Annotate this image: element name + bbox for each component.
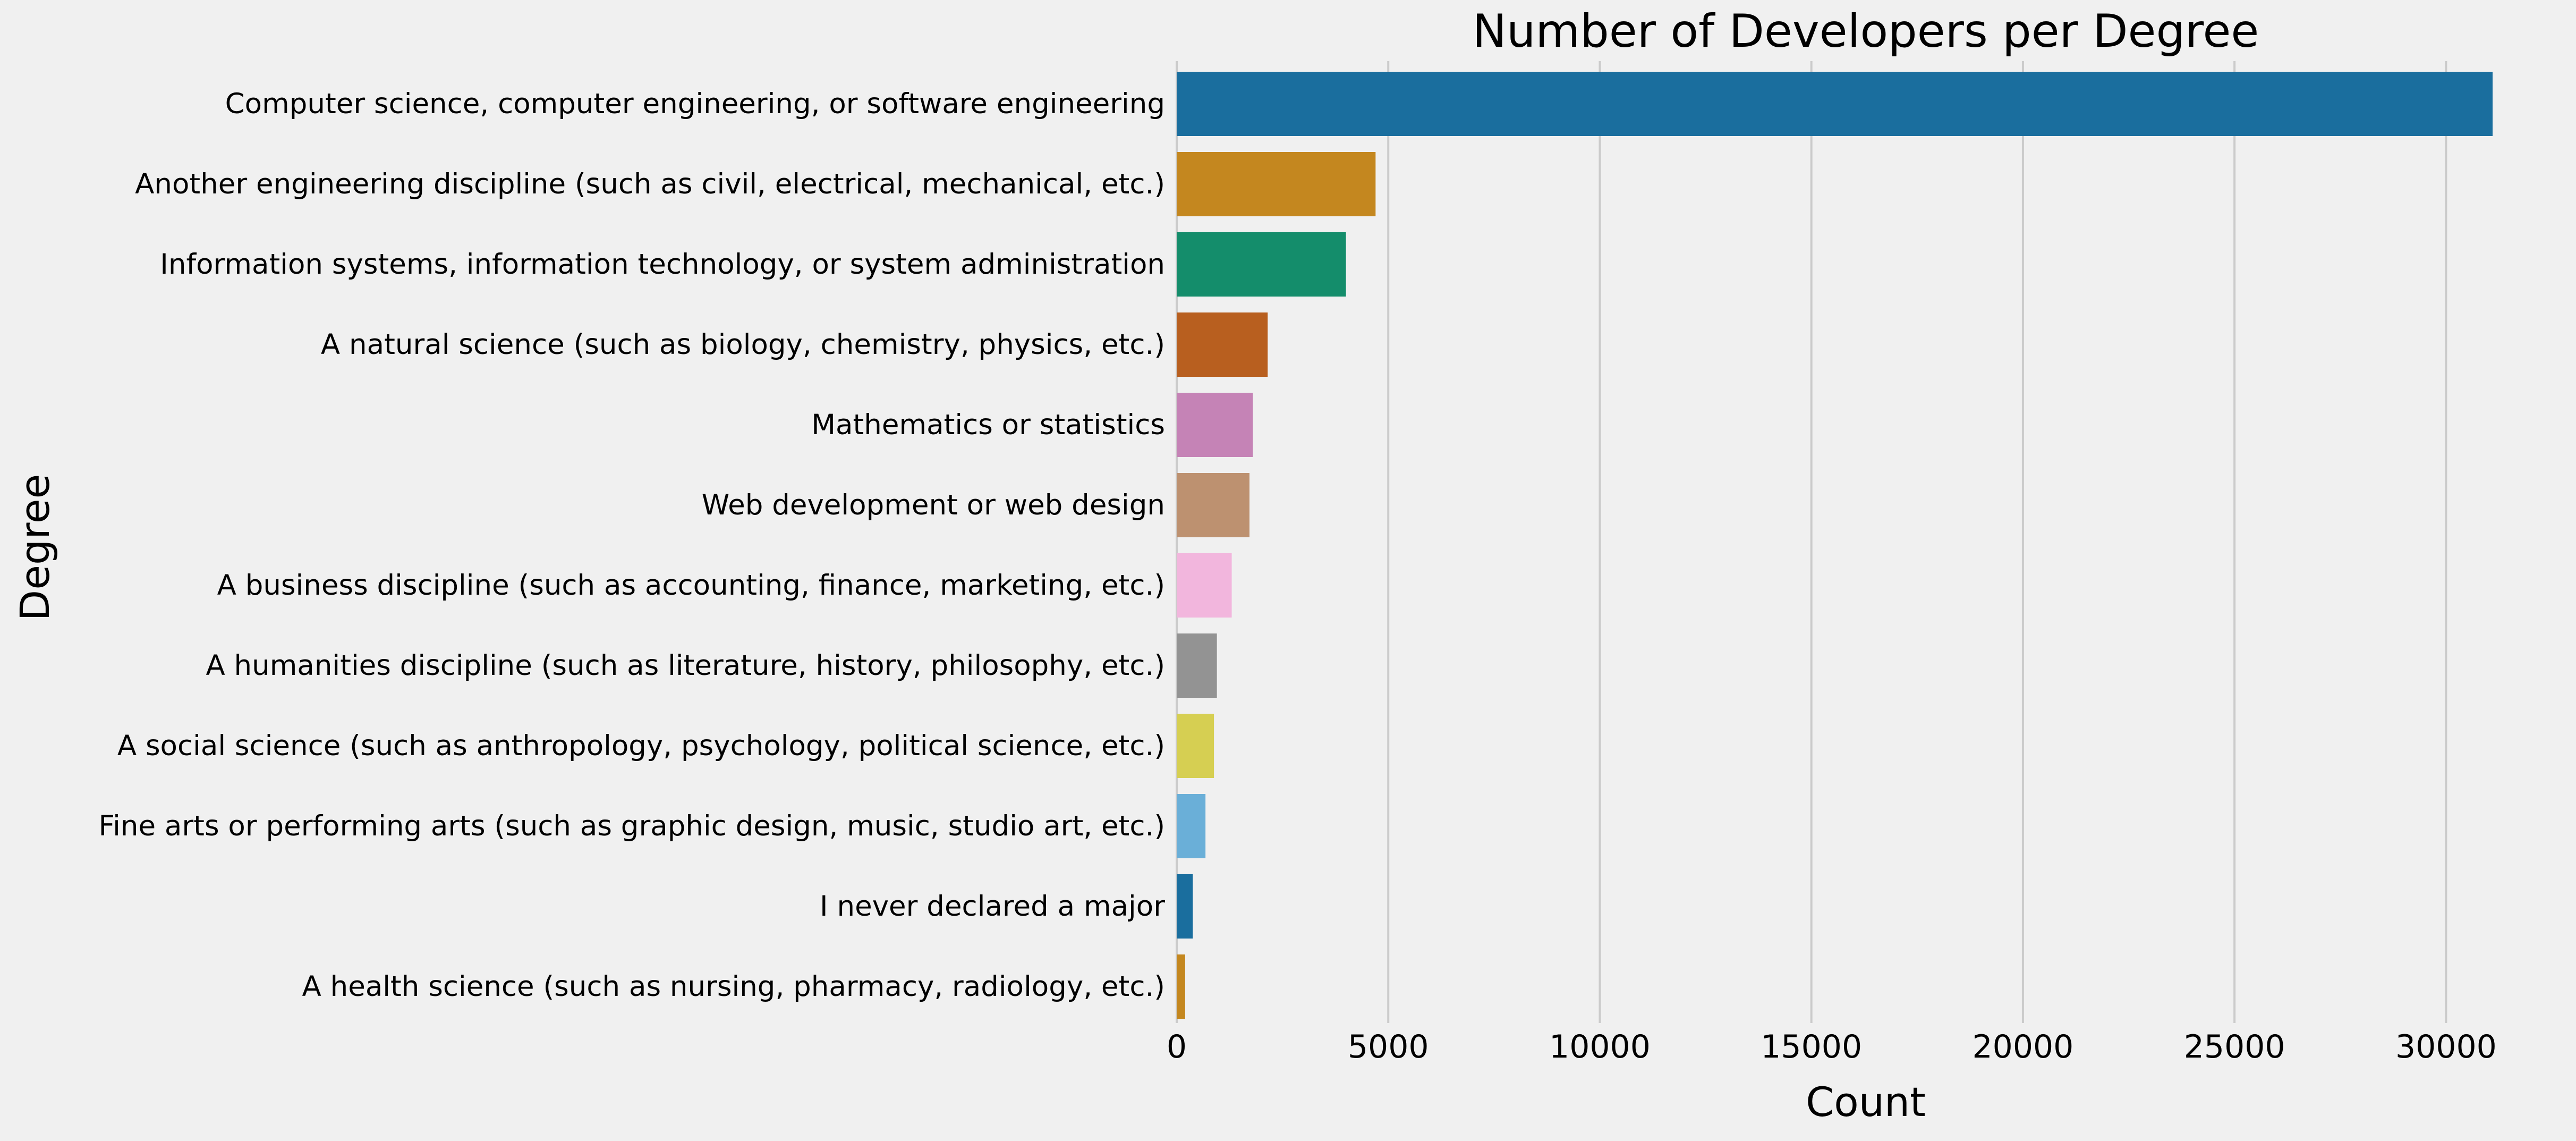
category-label: A social science (such as anthropology, … — [117, 730, 1165, 762]
bar-11 — [1177, 954, 1185, 1019]
x-tick-label: 20000 — [1972, 1028, 2073, 1066]
category-label: I never declared a major — [820, 890, 1165, 923]
bar-4 — [1177, 393, 1253, 457]
bars — [1177, 72, 2493, 1019]
category-label: A health science (such as nursing, pharm… — [302, 970, 1165, 1003]
category-label: Information systems, information technol… — [160, 248, 1165, 281]
bar-2 — [1177, 232, 1346, 297]
category-label: A humanities discipline (such as literat… — [206, 649, 1165, 682]
x-tick-label: 15000 — [1761, 1028, 1862, 1066]
x-tick-label: 5000 — [1348, 1028, 1429, 1066]
bar-6 — [1177, 553, 1232, 618]
bar-3 — [1177, 312, 1268, 377]
gridlines — [1176, 61, 2447, 1023]
bar-9 — [1177, 794, 1206, 858]
category-label: A business discipline (such as accountin… — [217, 569, 1165, 602]
category-label: Mathematics or statistics — [811, 409, 1165, 441]
x-tick-label: 25000 — [2184, 1028, 2285, 1066]
x-tick-labels: 0 5000 10000 15000 20000 25000 30000 — [1167, 1028, 2497, 1066]
y-axis-label: Degree — [11, 474, 58, 621]
x-tick-label: 30000 — [2395, 1028, 2497, 1066]
x-tick-label: 0 — [1167, 1028, 1187, 1066]
category-labels: Computer science, computer engineering, … — [99, 88, 1166, 1003]
bar-10 — [1177, 874, 1193, 939]
category-label: Fine arts or performing arts (such as gr… — [99, 810, 1165, 842]
category-label: Another engineering discipline (such as … — [135, 168, 1165, 200]
bar-0 — [1177, 72, 2493, 136]
chart-title: Number of Developers per Degree — [1473, 5, 2259, 58]
bar-5 — [1177, 473, 1249, 537]
category-label: A natural science (such as biology, chem… — [321, 328, 1165, 361]
bar-1 — [1177, 152, 1376, 216]
x-axis-label: Count — [1806, 1078, 1926, 1126]
category-label: Computer science, computer engineering, … — [225, 88, 1165, 120]
x-tick-label: 10000 — [1549, 1028, 1651, 1066]
category-label: Web development or web design — [702, 489, 1165, 521]
bar-7 — [1177, 633, 1217, 698]
bar-8 — [1177, 714, 1214, 778]
